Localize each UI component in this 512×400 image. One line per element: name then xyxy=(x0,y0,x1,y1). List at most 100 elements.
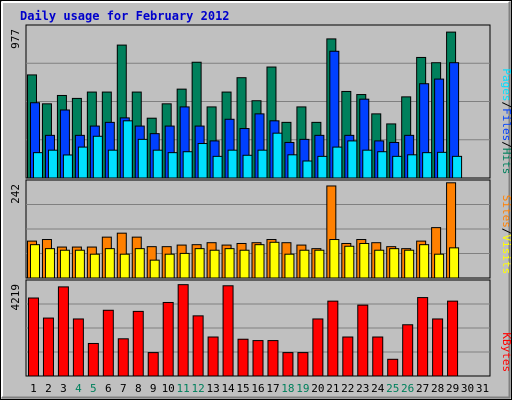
bar-kbytes-day-12 xyxy=(192,315,204,377)
bar-pages-day-3 xyxy=(62,154,73,179)
x-tick-day-19: 19 xyxy=(296,382,309,395)
x-tick-day-30: 30 xyxy=(461,382,474,395)
bar-kbytes-day-6 xyxy=(102,309,114,377)
bar-pages-day-15 xyxy=(242,154,253,179)
y-axis-max-label: 977 xyxy=(9,29,22,49)
bar-sites-day-5 xyxy=(89,253,100,279)
bar-pages-day-29 xyxy=(452,155,463,179)
bar-sites-day-21 xyxy=(329,239,340,279)
legend-part-1: / xyxy=(500,102,512,109)
panel-legend: Pages/Files/Hits xyxy=(500,68,512,174)
legend-part-1: / xyxy=(500,228,512,235)
bar-kbytes-day-10 xyxy=(162,301,174,377)
bar-pages-day-11 xyxy=(182,151,193,179)
bar-pages-day-7 xyxy=(122,120,133,179)
x-tick-day-8: 8 xyxy=(135,382,142,395)
bar-kbytes-day-17 xyxy=(267,340,279,377)
x-tick-day-29: 29 xyxy=(446,382,459,395)
bar-sites-day-12 xyxy=(194,248,205,279)
bar-sites-day-1 xyxy=(29,244,40,279)
x-tick-day-17: 17 xyxy=(266,382,279,395)
bar-kbytes-day-24 xyxy=(372,336,384,377)
x-tick-day-20: 20 xyxy=(311,382,324,395)
bar-sites-day-8 xyxy=(134,248,145,279)
x-tick-day-22: 22 xyxy=(341,382,354,395)
legend-part-3: / xyxy=(500,141,512,148)
bar-kbytes-day-15 xyxy=(237,338,249,377)
x-tick-day-1: 1 xyxy=(30,382,37,395)
bar-pages-day-1 xyxy=(32,152,43,179)
bar-sites-day-25 xyxy=(389,248,400,279)
bar-pages-day-23 xyxy=(362,149,373,179)
x-tick-day-16: 16 xyxy=(251,382,264,395)
bar-kbytes-day-20 xyxy=(312,318,324,377)
legend-part-2: Files xyxy=(500,108,512,141)
bar-kbytes-day-25 xyxy=(387,358,399,377)
bar-kbytes-day-28 xyxy=(432,318,444,377)
x-tick-day-9: 9 xyxy=(150,382,157,395)
x-tick-day-24: 24 xyxy=(371,382,385,395)
y-axis-max-label: 242 xyxy=(9,184,22,204)
series-kbytes xyxy=(27,284,459,377)
panel-hits-files-pages: 977 Pages/Files/Hits xyxy=(9,24,512,179)
bar-kbytes-day-2 xyxy=(42,317,54,377)
bar-kbytes-day-3 xyxy=(57,286,69,377)
legend-part-4: Hits xyxy=(500,148,512,175)
bar-sites-day-3 xyxy=(59,249,70,279)
bar-pages-day-18 xyxy=(287,154,298,179)
bar-sites-day-17 xyxy=(269,241,280,279)
bar-kbytes-day-13 xyxy=(207,336,219,377)
x-tick-day-7: 7 xyxy=(120,382,127,395)
bar-kbytes-day-23 xyxy=(357,304,369,377)
bar-sites-day-11 xyxy=(179,252,190,279)
bar-pages-day-27 xyxy=(422,152,433,179)
bar-kbytes-day-16 xyxy=(252,340,264,377)
y-axis-max-label: 4219 xyxy=(9,284,22,311)
x-tick-day-21: 21 xyxy=(326,382,339,395)
bar-pages-day-21 xyxy=(332,146,343,179)
legend-part-0: Sites xyxy=(500,195,512,228)
bar-kbytes-day-5 xyxy=(87,342,99,377)
bar-kbytes-day-18 xyxy=(282,352,294,377)
x-tick-day-14: 14 xyxy=(221,382,235,395)
bar-sites-day-10 xyxy=(164,253,175,279)
bar-pages-day-26 xyxy=(407,154,418,179)
bar-sites-day-28 xyxy=(434,253,445,279)
x-tick-day-25: 25 xyxy=(386,382,399,395)
bar-kbytes-day-19 xyxy=(297,352,309,377)
legend-part-0: KBytes xyxy=(500,332,512,372)
bar-sites-day-9 xyxy=(149,259,160,279)
bar-kbytes-day-8 xyxy=(132,310,144,377)
bar-kbytes-day-26 xyxy=(402,324,414,377)
x-tick-day-3: 3 xyxy=(60,382,67,395)
bar-kbytes-day-4 xyxy=(72,318,84,377)
bar-kbytes-day-14 xyxy=(222,285,234,377)
bar-sites-day-26 xyxy=(404,249,415,279)
bar-pages-day-2 xyxy=(47,149,58,179)
x-tick-day-5: 5 xyxy=(90,382,97,395)
bar-kbytes-day-1 xyxy=(27,297,39,377)
bar-sites-day-16 xyxy=(254,244,265,279)
bar-sites-day-19 xyxy=(299,249,310,279)
bar-pages-day-6 xyxy=(107,149,118,179)
x-tick-day-11: 11 xyxy=(177,382,190,395)
bar-sites-day-2 xyxy=(44,248,55,279)
x-tick-day-15: 15 xyxy=(236,382,249,395)
bar-sites-day-7 xyxy=(119,253,130,279)
panel-legend: KBytes xyxy=(500,332,512,372)
bar-sites-day-23 xyxy=(359,242,370,279)
x-tick-day-27: 27 xyxy=(416,382,429,395)
bar-pages-day-9 xyxy=(152,149,163,179)
bar-kbytes-day-11 xyxy=(177,284,189,377)
bar-kbytes-day-27 xyxy=(417,297,429,377)
bar-kbytes-day-9 xyxy=(147,352,159,377)
series-sites xyxy=(29,239,460,279)
bar-sites-day-4 xyxy=(74,249,85,279)
bar-sites-day-18 xyxy=(284,253,295,279)
bar-pages-day-13 xyxy=(212,155,223,179)
x-axis-ticks: 1 2 3 4 5 6 7 8 9 10 11 12 13 14 15 16 17 18 19 20 21 22 23 24 2… xyxy=(30,382,489,395)
bar-pages-day-8 xyxy=(137,138,148,179)
bar-kbytes-day-7 xyxy=(117,338,129,377)
bar-sites-day-22 xyxy=(344,245,355,279)
bar-pages-day-17 xyxy=(272,132,283,179)
